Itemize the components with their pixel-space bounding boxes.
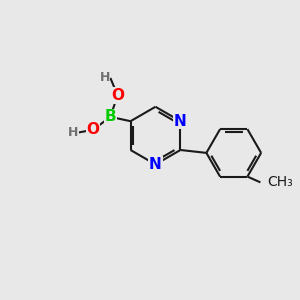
Text: B: B: [105, 110, 116, 124]
Text: O: O: [111, 88, 124, 103]
Text: N: N: [149, 157, 162, 172]
Text: H: H: [68, 126, 78, 139]
Text: H: H: [99, 71, 110, 85]
Text: N: N: [174, 114, 187, 129]
Text: CH₃: CH₃: [268, 175, 293, 189]
Text: O: O: [87, 122, 100, 137]
